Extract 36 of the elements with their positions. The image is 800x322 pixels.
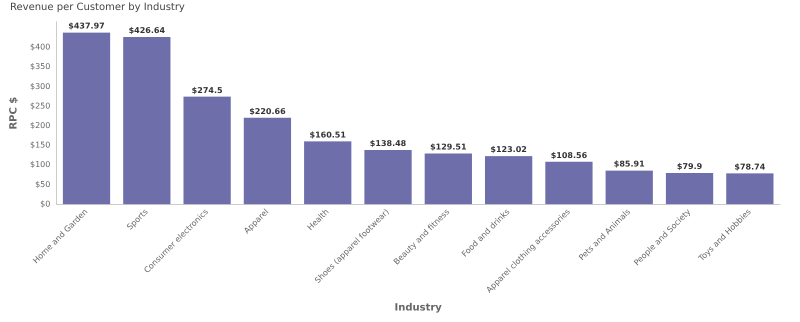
x-axis-title: Industry (394, 302, 442, 314)
bar (606, 170, 653, 204)
bar (424, 154, 472, 204)
data-label: $220.66 (249, 106, 286, 116)
y-tick-label: $150 (30, 140, 50, 150)
y-tick-label: $200 (30, 120, 50, 130)
data-label: $123.02 (490, 145, 527, 154)
data-label: $108.56 (550, 150, 588, 160)
y-tick-label: $400 (30, 42, 50, 52)
y-tick-label: $100 (30, 160, 50, 170)
bar (484, 156, 532, 204)
y-tick-label: $250 (30, 101, 50, 110)
bar (244, 118, 292, 204)
bar (62, 32, 110, 204)
y-tick-label: $50 (35, 180, 50, 189)
data-label: $78.74 (734, 162, 766, 172)
data-label: $85.91 (614, 160, 646, 169)
bar (726, 173, 774, 204)
y-tick-label: $0 (40, 199, 50, 208)
bar (304, 141, 352, 204)
data-label: $437.97 (68, 22, 105, 31)
data-label: $79.9 (676, 162, 703, 172)
data-label: $138.48 (370, 139, 407, 148)
bar (545, 162, 593, 204)
y-tick-label: $300 (30, 82, 50, 91)
bar (666, 172, 714, 204)
bar (123, 37, 170, 204)
data-label: $129.51 (430, 142, 467, 152)
data-label: $426.64 (128, 26, 166, 36)
data-label: $274.5 (192, 86, 223, 95)
chart-title: Revenue per Customer by Industry (10, 2, 185, 13)
y-axis-title: RPC $ (8, 96, 20, 130)
bar (364, 150, 412, 204)
data-label: $160.51 (310, 130, 346, 140)
bar (183, 96, 231, 204)
y-tick-label: $350 (30, 62, 50, 72)
